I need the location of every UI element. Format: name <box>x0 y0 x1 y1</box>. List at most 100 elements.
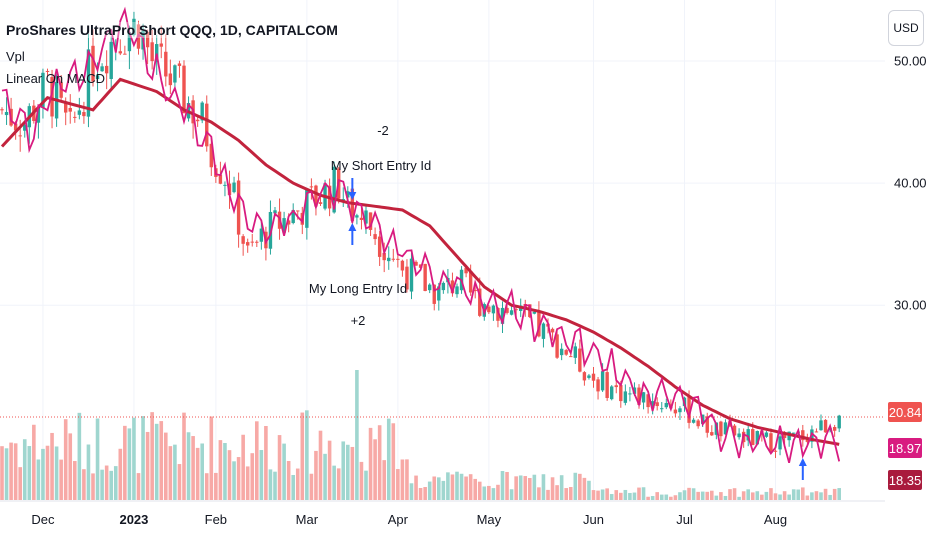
candle-body <box>0 109 4 111</box>
volume-bar <box>760 494 764 500</box>
volume-bar <box>427 481 432 500</box>
candle-body <box>159 43 163 47</box>
volume-bar <box>537 487 541 500</box>
candle-body <box>173 65 177 83</box>
candle-body <box>95 75 100 80</box>
candle-body <box>628 393 632 395</box>
candle-body <box>619 385 623 402</box>
chart-title: ProShares UltraPro Short QQQ, 1D, CAPITA… <box>6 22 338 38</box>
volume-bar <box>482 486 487 500</box>
volume-bar <box>245 466 250 500</box>
volume-bar <box>728 489 732 500</box>
candle-body <box>696 420 700 427</box>
candle-body <box>610 386 614 400</box>
volume-bar <box>664 494 669 500</box>
volume-bar <box>173 444 177 500</box>
volume-bar <box>673 495 678 500</box>
price-axis-label: 50.00 <box>894 53 927 69</box>
candle-body <box>200 102 204 121</box>
candle-body <box>541 323 546 339</box>
volume-bar <box>95 418 100 500</box>
volume-bar <box>164 432 168 500</box>
volume-bar <box>773 493 778 500</box>
volume-bar <box>255 421 259 500</box>
candle-body <box>737 433 741 438</box>
long-entry-label: My Long Entry Id <box>308 281 408 296</box>
volume-bar <box>409 483 414 500</box>
candle-body <box>218 174 223 184</box>
volume-bar <box>578 473 582 500</box>
volume-bar <box>168 446 173 500</box>
candle-body <box>605 372 609 398</box>
volume-bar <box>305 410 309 500</box>
candle-body <box>801 430 805 441</box>
volume-bar <box>518 475 523 500</box>
legend-indicator-linear-macd[interactable]: Linear On MACD <box>6 71 105 86</box>
volume-bar <box>700 491 705 500</box>
candle-body <box>209 143 213 168</box>
fast-moving-average-line <box>1 6 841 464</box>
candle-body <box>382 252 386 261</box>
volume-bar <box>491 488 496 500</box>
volume-bar <box>4 448 9 500</box>
candle-body <box>564 350 568 355</box>
volume-bar <box>655 492 659 500</box>
candle-body <box>114 44 118 46</box>
candle-body <box>45 70 50 72</box>
volume-bar <box>291 474 295 500</box>
volume-bar <box>750 492 755 500</box>
candle-body <box>751 429 755 446</box>
volume-bar <box>805 495 810 500</box>
price-axis-label: 40.00 <box>894 175 927 191</box>
volume-bar <box>241 434 245 500</box>
volume-bar <box>22 439 27 500</box>
slow-moving-average-line <box>0 77 840 446</box>
candle-body <box>819 420 823 431</box>
candle-body <box>109 41 113 79</box>
candle-body <box>678 408 682 413</box>
volume-bar <box>154 423 159 500</box>
volume-bar <box>559 475 564 500</box>
volume-bar <box>264 425 268 500</box>
volume-bar <box>446 472 450 500</box>
candle-body <box>41 72 45 109</box>
volume-bar <box>605 488 609 500</box>
candle-body <box>314 185 318 207</box>
candle-body <box>673 409 678 414</box>
volume-bar <box>719 492 723 500</box>
candle-body <box>500 307 505 324</box>
candle-body <box>82 112 86 117</box>
volume-bar <box>550 477 555 500</box>
volume-bar <box>86 444 91 500</box>
long-entry-arrow-head <box>798 458 807 466</box>
candle-body <box>710 432 714 436</box>
volume-bar <box>32 424 36 500</box>
candle-body <box>464 267 468 274</box>
volume-bar <box>250 453 255 500</box>
candle-body <box>837 415 841 429</box>
volume-bar <box>564 488 568 500</box>
volume-bar <box>523 476 528 500</box>
volume-bar <box>268 469 273 500</box>
volume-bar <box>204 473 209 500</box>
currency-button[interactable]: USD <box>888 10 924 46</box>
volume-bar <box>791 489 796 500</box>
volume-bar <box>650 496 655 500</box>
candle-body <box>732 425 737 436</box>
volume-bar <box>568 486 573 500</box>
candle-body <box>127 32 132 52</box>
short-qty-label: -2 <box>377 123 389 138</box>
candle-body <box>18 135 22 137</box>
candle-body <box>832 427 837 431</box>
candle-body <box>614 385 618 388</box>
candle-body <box>773 450 778 452</box>
candle-body <box>36 107 41 123</box>
volume-bar <box>496 484 500 500</box>
volume-bar <box>678 492 682 500</box>
fast-ma-price-tag: 18.97 <box>888 438 922 458</box>
volume-bar <box>277 435 282 500</box>
legend-indicator-vpl[interactable]: Vpl <box>6 49 25 64</box>
candle-body <box>259 228 264 242</box>
candle-body <box>468 270 473 293</box>
